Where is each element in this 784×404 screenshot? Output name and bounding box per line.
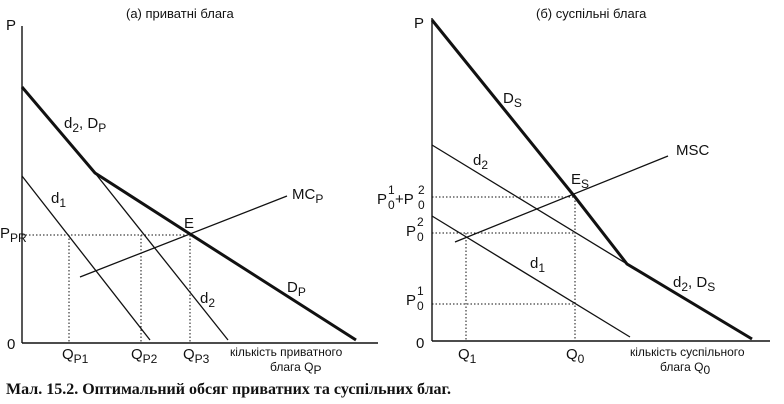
panel-a-title: (а) приватні блага [126,6,235,21]
svg-text:0: 0 [417,299,424,313]
panel-public-goods: (б) суспільні блага P 0 DS d2 d1 MSC ES … [377,6,770,377]
figure-caption: Мал. 15.2. Оптимальний обсяг приватних т… [6,381,451,398]
panel-b-d2-ds-label: d2, DS [673,274,715,294]
panel-b-q0-label: Q0 [566,346,585,366]
panel-b-d2-label: d2 [473,152,488,172]
panel-a-d1-curve [21,175,151,341]
panel-b-p2-label: P 2 0 [406,215,424,244]
svg-text:P: P [406,292,416,309]
svg-text:0: 0 [417,230,424,244]
panel-a-d1-label: d1 [51,190,66,210]
panel-a-mc-curve [79,195,288,278]
svg-text:0: 0 [418,198,425,212]
panel-b-ds-label: DS [503,90,522,110]
svg-text:2: 2 [418,183,425,197]
svg-text:2: 2 [417,215,424,229]
panel-a-qp2-label: QP2 [131,346,158,366]
panel-b-d1-label: d1 [530,255,545,275]
panel-a-d2-label: d2 [200,290,215,310]
panel-b-origin: 0 [416,335,424,352]
panel-a-market-demand-curve [20,86,357,342]
panel-b-d2-curve [431,144,628,265]
panel-a-qp1-label: QP1 [62,346,89,366]
svg-text:1: 1 [417,284,424,298]
panel-b-social-demand-curve [430,19,753,341]
panel-a-dp-label: DP [287,279,306,299]
panel-private-goods: (а) приватні блага P 0 d2, DP d1 d2 DP M… [0,6,378,377]
panel-a-mc-label: MCP [292,186,323,206]
panel-b-p-sum-label: P 1 0 +P 2 0 [377,183,425,212]
panel-b-equilibrium-label: ES [571,171,589,191]
panel-a-x-axis-label-line2: блага QP [270,360,321,377]
panel-b-q1-label: Q1 [458,346,477,366]
panel-b-msc-curve [454,155,669,243]
panel-b-x-axis-label-line1: кількість суспільного [630,345,745,359]
panel-b-title: (б) суспільні блага [536,6,647,21]
panel-a-qp3-label: QP3 [183,346,210,366]
svg-text:P: P [377,191,387,208]
panel-a-equilibrium-label: E [184,215,194,232]
svg-text:0: 0 [388,198,395,212]
panel-a-d2-dp-label: d2, DP [64,115,106,135]
panel-b-p1-label: P 1 0 [406,284,424,313]
svg-text:1: 1 [388,183,395,197]
panel-b-msc-label: MSC [676,142,710,159]
svg-text:P: P [406,223,416,240]
panel-a-y-axis-label: P [6,17,16,34]
panel-a-price-label: PPR [0,225,27,245]
panel-a-d2-curve [94,172,229,341]
panel-b-d1-curve [431,215,631,338]
panel-a-x-axis-label-line1: кількість приватного [230,345,343,359]
svg-text:+P: +P [395,191,414,208]
panel-b-x-axis-label-line2: блага Q0 [660,360,710,377]
panel-b-y-axis-label: P [414,15,424,32]
panel-a-origin: 0 [7,336,15,353]
